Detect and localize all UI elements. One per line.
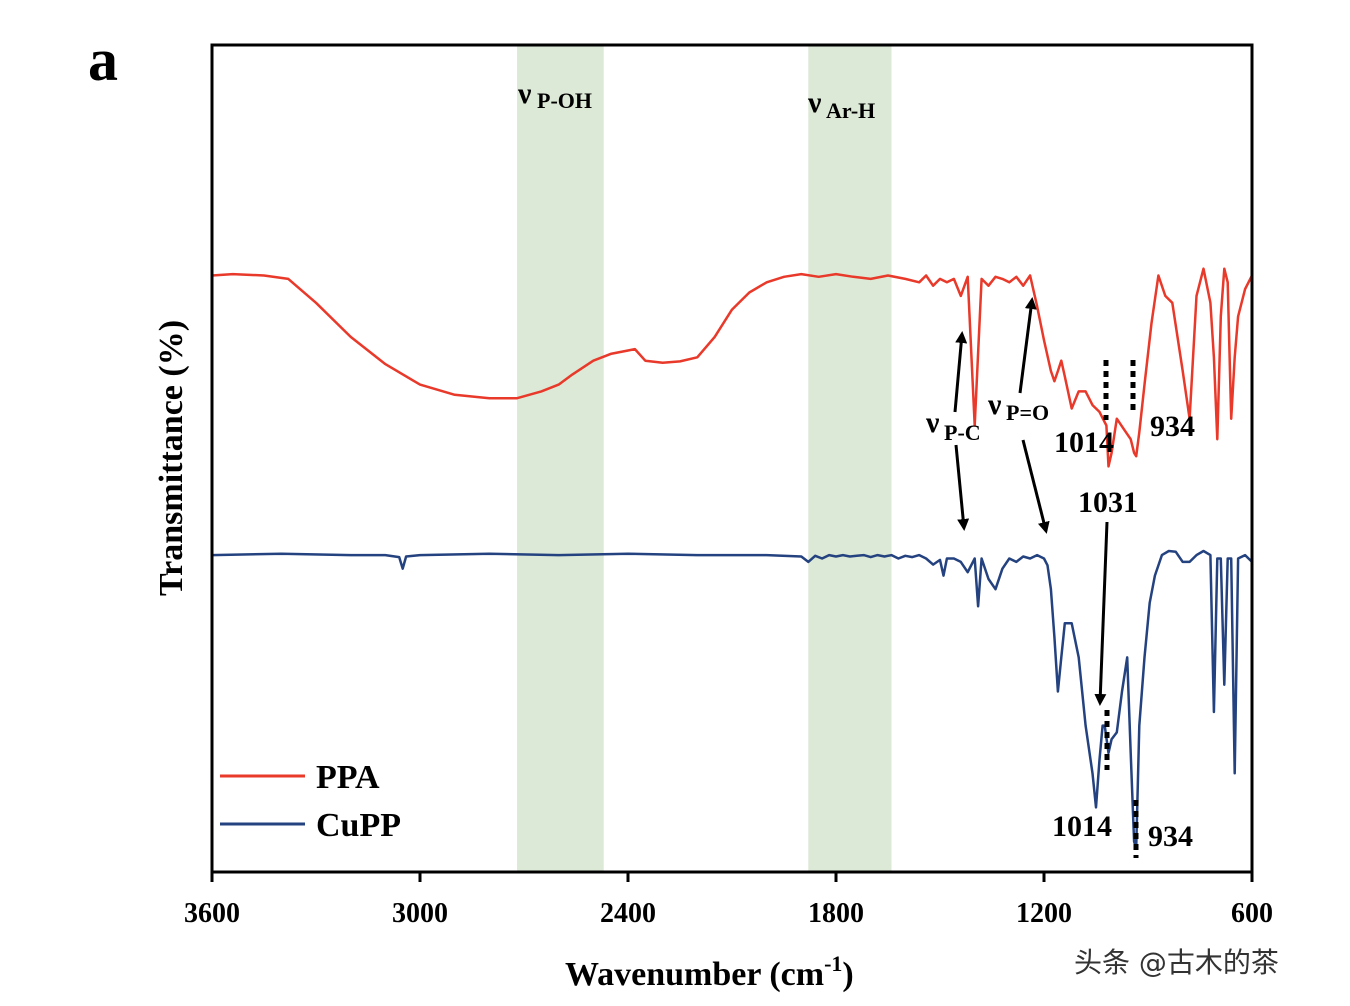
anno-pc-sub: P-C [944,420,981,445]
annotation-dashes [1103,360,1139,858]
arrow-pc-down [954,444,970,531]
anno-cupp-1031: 1031 [1078,486,1138,519]
x-axis-ticks: 3600 3000 2400 1800 1200 600 [184,872,1273,929]
band-label-p-oh-sub: P-OH [537,88,592,113]
x-tick-label: 1200 [1016,898,1072,929]
series-line-ppa [211,267,1254,468]
highlight-bands [517,45,892,872]
x-axis-title-main: Wavenumber (cm [565,956,824,993]
anno-ppa-934: 934 [1150,410,1195,443]
legend-label-cupp: CuPP [316,807,401,844]
anno-pc-main: ν [925,406,940,439]
plot-frame [210,43,1254,874]
watermark: 头条 @古木的茶 [1074,946,1279,979]
anno-cupp-1014: 1014 [1052,810,1112,843]
band-label-ar-h: ν Ar-H [807,86,875,123]
x-tick-label: 2400 [600,898,656,929]
x-tick-label: 1800 [808,898,864,929]
anno-po-main: ν [987,388,1002,421]
x-tick-label: 600 [1231,898,1273,929]
series-group [211,267,1254,850]
arrow-pc-up [953,331,968,413]
annotation-arrows [953,297,1109,706]
arrow-po-down [1021,439,1050,534]
x-axis-title: Wavenumber (cm-1) [565,951,854,993]
anno-cupp-934: 934 [1148,820,1193,853]
x-axis-title-sup: -1 [824,951,842,976]
x-axis-title-end: ) [842,956,853,993]
panel-label: a [88,27,118,93]
arrow-po-up [1018,297,1037,394]
annotation-labels: ν P-C ν P=O 1014 934 1031 1014 934 [925,388,1195,853]
anno-ppa-1014: 1014 [1054,426,1114,459]
series-line-cupp [211,549,1253,850]
anno-po-sub: P=O [1006,400,1049,425]
band-label-ar-h-sub: Ar-H [826,98,875,123]
highlight-band-2 [808,45,892,872]
legend: PPA CuPP [220,759,401,844]
legend-label-ppa: PPA [316,759,380,796]
x-tick-label: 3600 [184,898,240,929]
x-tick-label: 3000 [392,898,448,929]
highlight-band-1 [517,45,604,872]
y-axis-title: Transmittance (%) [153,320,190,596]
band-label-p-oh: ν P-OH [517,77,592,113]
band-label-p-oh-main: ν [517,77,532,110]
arrow-1031 [1094,521,1109,706]
band-label-ar-h-main: ν [807,86,822,119]
